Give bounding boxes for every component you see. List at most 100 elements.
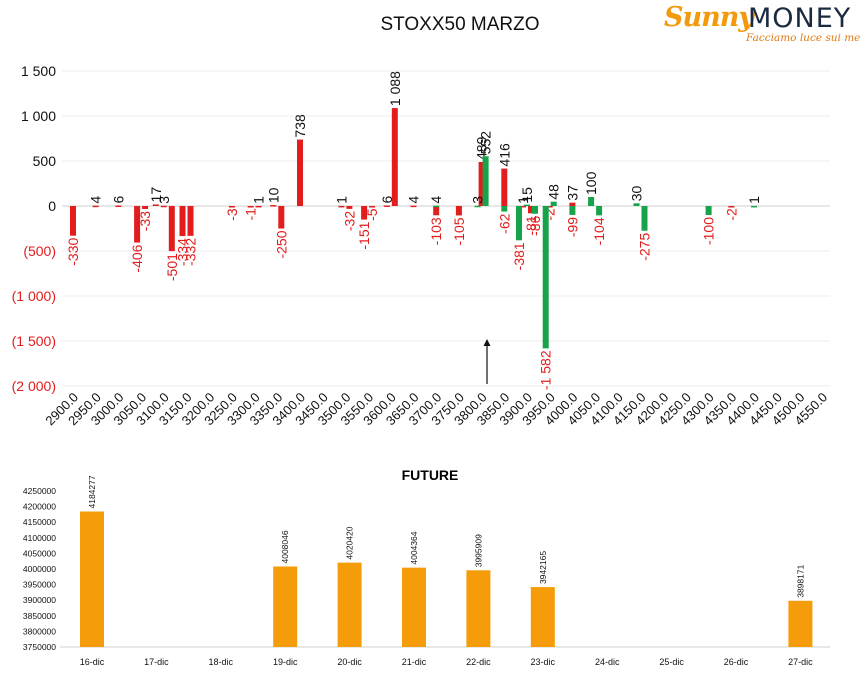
bar-value-label: -1 bbox=[243, 208, 259, 221]
future-x-tick-label: 27-dic bbox=[788, 657, 813, 667]
option-bar bbox=[542, 206, 549, 349]
option-bar bbox=[255, 205, 262, 208]
bar-value-label: 4 bbox=[428, 196, 444, 204]
bar-value-label: 3 bbox=[156, 196, 172, 204]
future-bar bbox=[273, 566, 298, 647]
bar-value-label: -151 bbox=[356, 221, 372, 249]
bar-value-label: 1 bbox=[251, 196, 267, 204]
bar-value-label: 6 bbox=[110, 195, 126, 203]
future-bar-value-label: 4020420 bbox=[345, 526, 355, 559]
future-y-tick-label: 4200000 bbox=[23, 502, 56, 512]
bar-value-label: -275 bbox=[637, 233, 653, 261]
bar-value-label: -81 bbox=[523, 215, 539, 235]
bar-value-label: 10 bbox=[265, 187, 281, 203]
option-bar bbox=[70, 206, 76, 236]
bar-value-label: 416 bbox=[496, 143, 512, 167]
option-bar bbox=[550, 201, 557, 206]
option-bar bbox=[187, 206, 194, 236]
option-bar bbox=[633, 203, 640, 206]
future-x-tick-label: 25-dic bbox=[659, 657, 684, 667]
option-bar bbox=[228, 206, 235, 208]
option-bar bbox=[705, 206, 712, 215]
bar-value-label: -5 bbox=[364, 208, 380, 221]
future-y-tick-label: 4100000 bbox=[23, 533, 56, 543]
future-bar-value-label: 3995909 bbox=[473, 534, 483, 567]
option-bar bbox=[524, 204, 530, 207]
future-chart: 3750000 3800000 3850000 3900000 3950000 40000… bbox=[23, 475, 830, 667]
future-x-tick-label: 26-dic bbox=[724, 657, 749, 667]
future-y-tick-label: 3800000 bbox=[23, 626, 56, 636]
option-bar bbox=[474, 205, 481, 208]
option-bar bbox=[596, 206, 603, 216]
option-bar bbox=[168, 206, 175, 252]
bar-value-label: 1 bbox=[333, 196, 349, 204]
future-chart-title: FUTURE bbox=[401, 467, 459, 483]
future-y-tick-label: 4050000 bbox=[23, 548, 56, 558]
bar-value-label: 1 bbox=[746, 196, 762, 204]
option-bar bbox=[569, 202, 576, 206]
future-x-tick-label: 18-dic bbox=[209, 657, 234, 667]
option-bar bbox=[546, 206, 553, 208]
bar-value-label: 15 bbox=[519, 187, 535, 203]
bar-value-label: 100 bbox=[583, 171, 599, 195]
option-bar bbox=[383, 205, 390, 207]
option-bar bbox=[433, 206, 440, 216]
future-bar bbox=[80, 511, 104, 647]
bar-value-label: -33 bbox=[137, 211, 153, 231]
bar-value-label: 17 bbox=[148, 187, 164, 203]
bar-value-label: 1 088 bbox=[387, 71, 403, 106]
chart-title: STOXX50 MARZO bbox=[380, 14, 540, 35]
bar-value-label: -334 bbox=[175, 238, 191, 266]
logo-money-text: MONEY bbox=[748, 3, 852, 34]
option-bar bbox=[142, 206, 149, 209]
future-x-tick-label: 24-dic bbox=[595, 657, 620, 667]
bar-value-label: 4 bbox=[88, 196, 104, 204]
bar-value-label: 552 bbox=[478, 131, 494, 155]
bar-value-label: -3 bbox=[224, 208, 240, 221]
bar-value-label: 37 bbox=[564, 185, 580, 201]
y-tick-label: (1 000) bbox=[12, 288, 56, 304]
y-tick-label: (1 500) bbox=[12, 333, 56, 349]
future-bar bbox=[402, 567, 426, 647]
bar-value-label: -99 bbox=[564, 217, 580, 237]
logo-sunny-text: Sunny bbox=[664, 2, 754, 33]
bar-value-label: 738 bbox=[292, 114, 308, 138]
bar-value-label: 4 bbox=[406, 196, 422, 204]
option-bar bbox=[134, 206, 141, 243]
future-y-tick-label: 4250000 bbox=[23, 486, 56, 496]
bar-value-label: 48 bbox=[546, 184, 562, 200]
future-y-tick-label: 4000000 bbox=[23, 564, 56, 574]
future-y-tick-label: 3950000 bbox=[23, 580, 56, 590]
option-bar bbox=[391, 108, 398, 206]
option-bar bbox=[247, 206, 254, 208]
option-bar bbox=[455, 206, 462, 216]
option-bar bbox=[338, 205, 345, 208]
option-bar bbox=[478, 161, 485, 206]
bar-value-label: -250 bbox=[273, 230, 289, 258]
future-bar bbox=[466, 570, 491, 647]
option-bar bbox=[361, 206, 368, 220]
option-bar bbox=[641, 206, 648, 231]
future-bar-value-label: 4008046 bbox=[280, 530, 290, 563]
bar-value-label: 6 bbox=[379, 195, 395, 203]
option-bar bbox=[501, 206, 508, 212]
future-y-tick-label: 4150000 bbox=[23, 517, 56, 527]
option-bar bbox=[588, 197, 595, 206]
bar-value-label: 1 bbox=[515, 196, 531, 204]
y-tick-label: 1 000 bbox=[21, 108, 56, 124]
option-bar bbox=[346, 206, 353, 209]
bar-value-label: -2 bbox=[723, 208, 739, 221]
option-bar bbox=[516, 206, 522, 241]
y-tick-label: (2 000) bbox=[12, 378, 56, 394]
option-bar bbox=[270, 205, 277, 207]
bar-value-label: -1 582 bbox=[538, 350, 554, 390]
option-bar bbox=[569, 206, 576, 215]
y-tick-label: (500) bbox=[23, 243, 56, 259]
future-bar bbox=[337, 562, 362, 647]
sunny-money-logo: Sunny MONEY Facciamo luce sui mercati bbox=[662, 2, 861, 44]
bar-value-label: 30 bbox=[629, 186, 645, 202]
bar-value-label: -32 bbox=[341, 211, 357, 231]
y-tick-label: 1 500 bbox=[21, 63, 56, 79]
future-x-tick-label: 16-dic bbox=[80, 657, 105, 667]
option-bar bbox=[92, 205, 99, 208]
